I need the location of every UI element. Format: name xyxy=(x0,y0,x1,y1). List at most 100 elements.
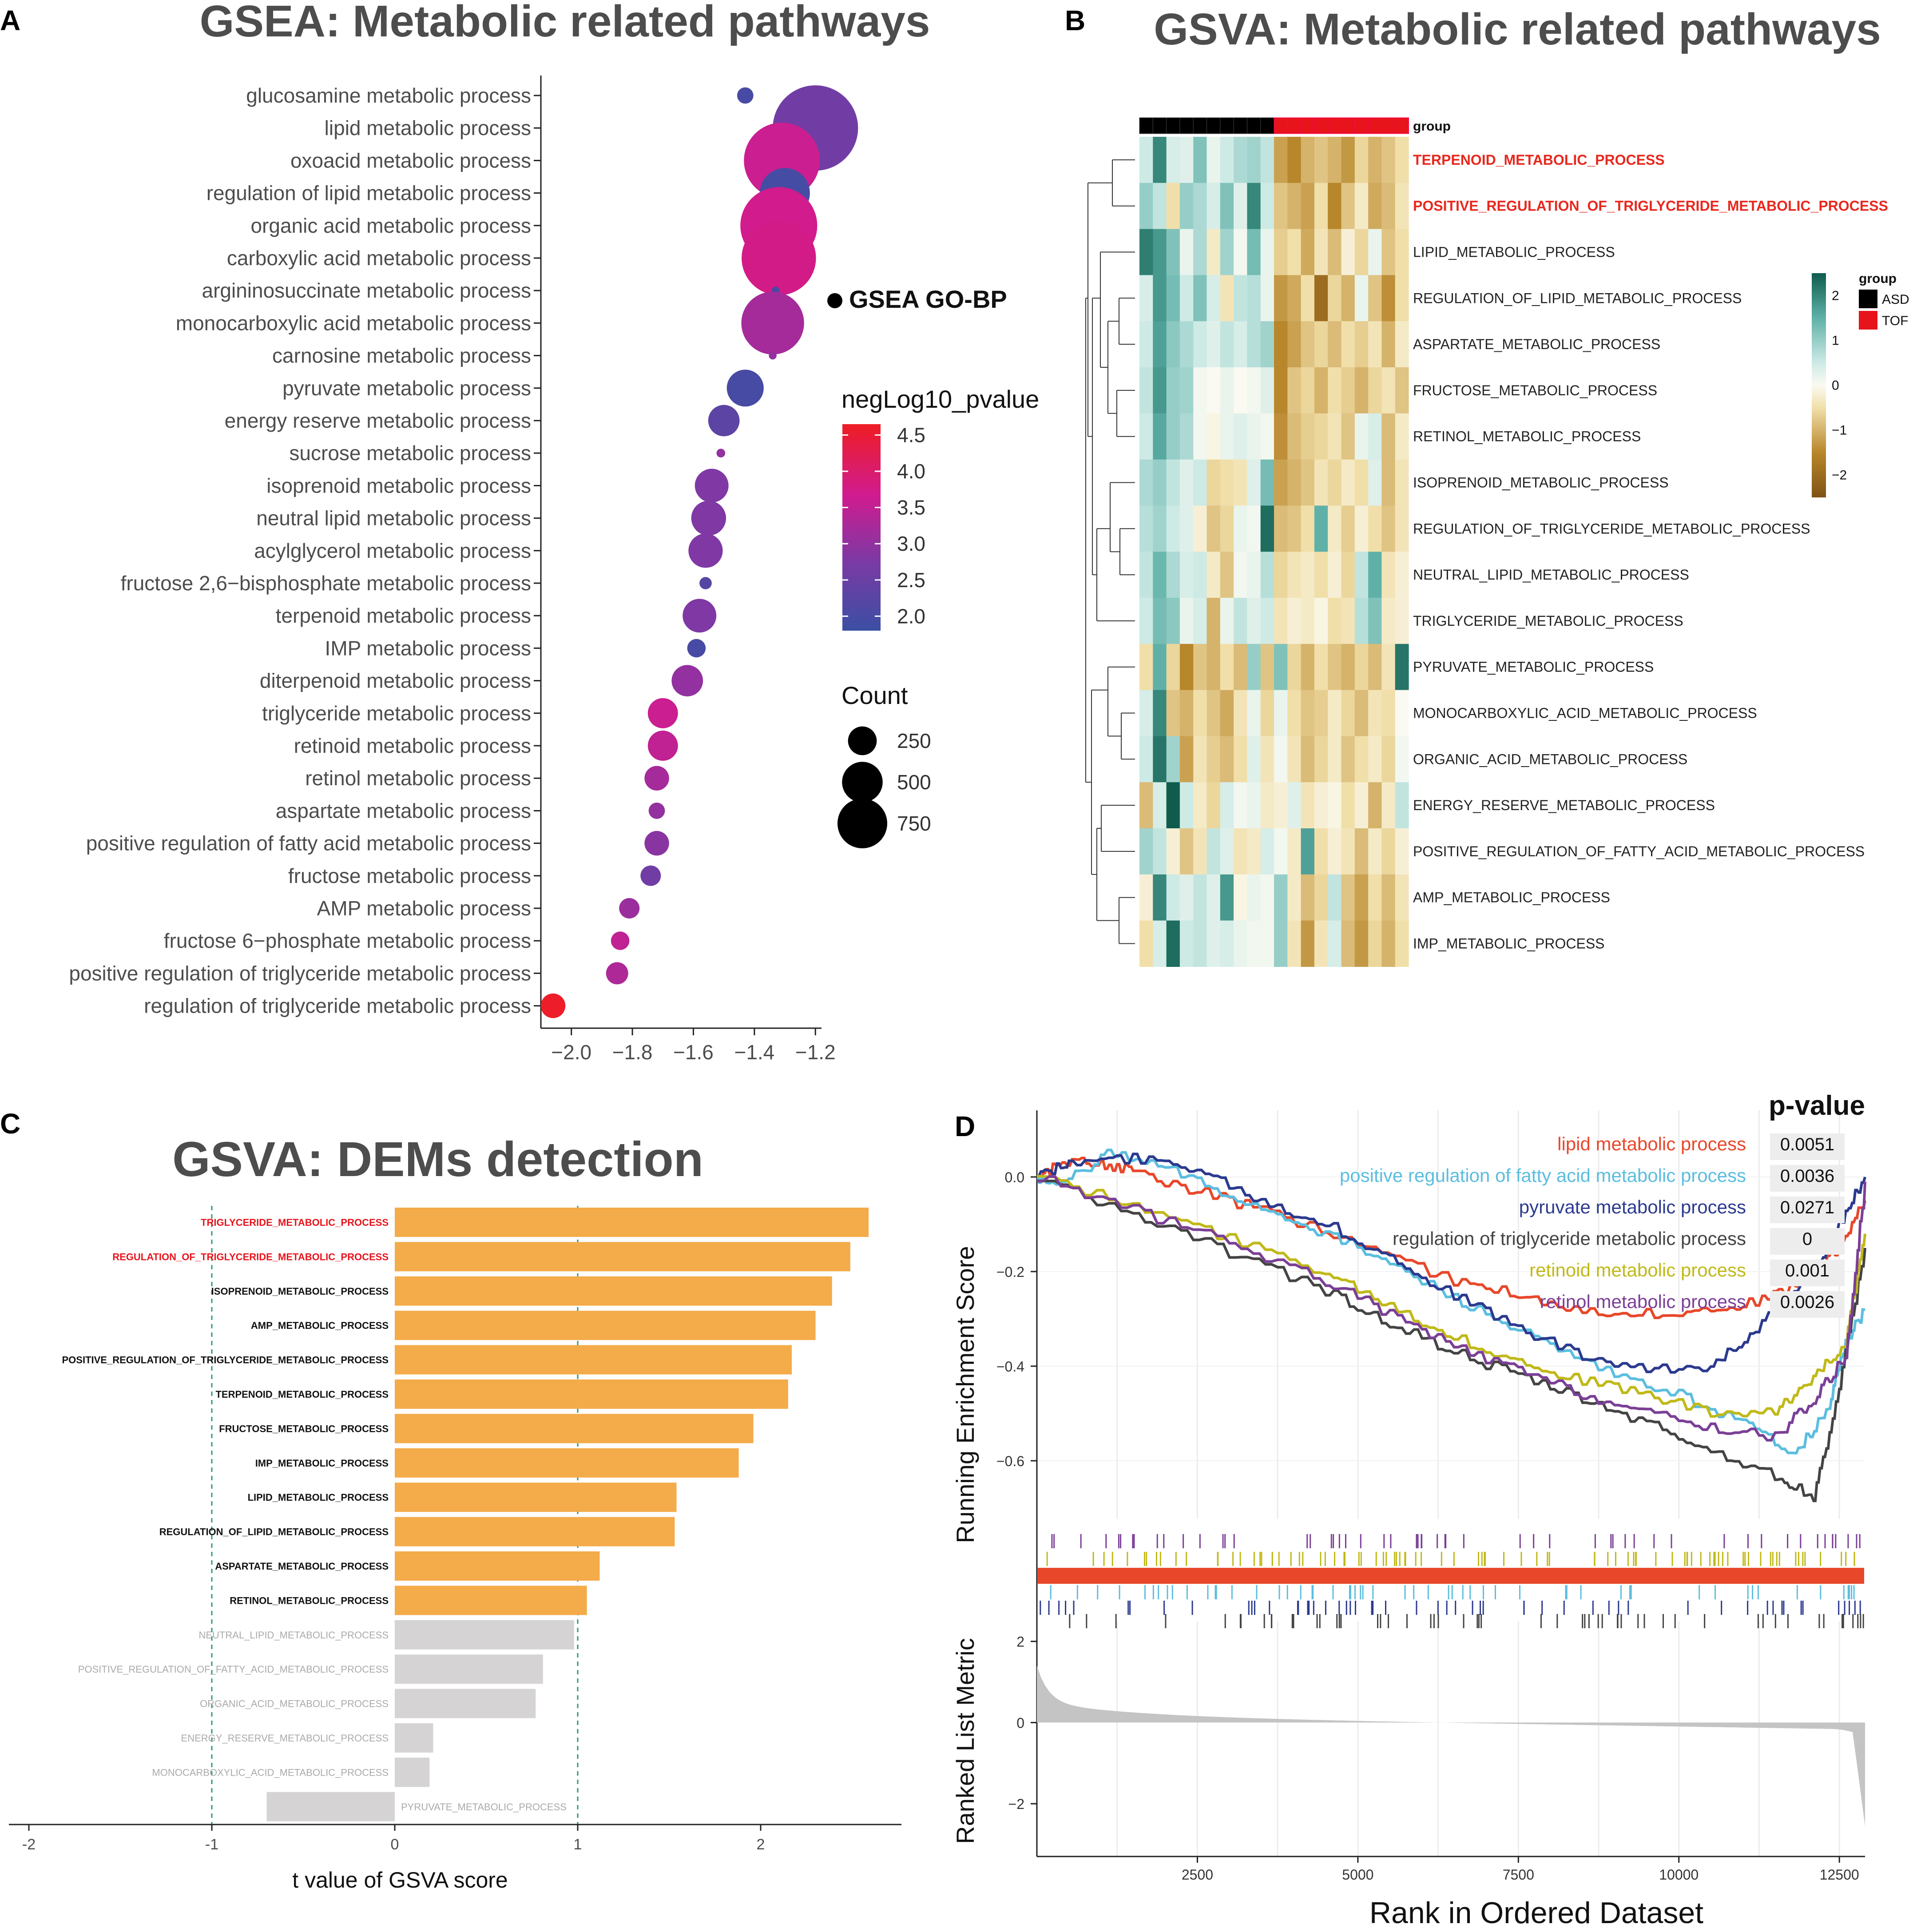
heatmap-cell xyxy=(1354,137,1369,183)
bar xyxy=(395,1311,816,1340)
heatmap-cell xyxy=(1207,828,1221,875)
legend-gsea-label: GSEA GO-BP xyxy=(849,285,1007,313)
row-label: ENERGY_RESERVE_METABOLIC_PROCESS xyxy=(1413,797,1715,813)
heatmap-cell xyxy=(1368,183,1382,230)
heatmap-cell xyxy=(1368,644,1382,691)
y-tick-label: −2 xyxy=(1008,1796,1024,1812)
heatmap-cell xyxy=(1354,183,1369,230)
heatmap-cell xyxy=(1179,598,1194,644)
pathway-label: carnosine metabolic process xyxy=(272,344,531,367)
pathway-label: aspartate metabolic process xyxy=(276,799,531,822)
heatmap-cell xyxy=(1274,736,1288,783)
size-legend-label: 500 xyxy=(897,771,931,794)
x-tick-label: 2 xyxy=(757,1836,765,1853)
heatmap-cell xyxy=(1193,644,1207,691)
x-tick-label: 2500 xyxy=(1182,1867,1213,1883)
heatmap-cell xyxy=(1179,736,1194,783)
pathway-label: monocarboxylic acid metabolic process xyxy=(176,311,531,334)
heatmap-cell xyxy=(1260,736,1274,783)
heatmap-cell xyxy=(1395,321,1409,368)
heatmap-cell xyxy=(1166,552,1180,598)
heatmap-cell xyxy=(1220,413,1234,460)
heatmap-cell xyxy=(1139,644,1153,691)
heatmap-cell xyxy=(1314,367,1328,414)
heatmap-cell xyxy=(1234,275,1247,322)
heatmap-cell xyxy=(1179,505,1194,552)
group-annotation-cell xyxy=(1179,117,1194,134)
heatmap-cell xyxy=(1368,552,1382,598)
heatmap-cell xyxy=(1220,736,1234,783)
pathway-label: retinoid metabolic process xyxy=(294,734,531,757)
pathway-label: positive regulation of triglyceride meta… xyxy=(69,962,531,985)
heatmap-cell xyxy=(1220,828,1234,875)
heatmap-cell xyxy=(1139,137,1153,183)
heatmap-cell xyxy=(1381,598,1396,644)
heatmap-cell xyxy=(1234,552,1247,598)
heatmap-cell xyxy=(1234,736,1247,783)
heatmap-cell xyxy=(1301,874,1315,921)
heatmap-cell xyxy=(1368,321,1382,368)
heatmap-cell xyxy=(1220,137,1234,183)
group-annotation-cell xyxy=(1274,117,1288,134)
heatmap-cell xyxy=(1381,736,1396,783)
group-legend-label: TOF xyxy=(1882,314,1908,328)
heatmap-cell xyxy=(1153,782,1167,829)
heatmap-cell xyxy=(1395,874,1409,921)
heatmap-cell xyxy=(1341,598,1355,644)
pathway-label: sucrose metabolic process xyxy=(289,441,531,465)
pathway-label: lipid metabolic process xyxy=(325,116,531,139)
heatmap-cell xyxy=(1287,644,1302,691)
heatmap-cell xyxy=(1314,321,1328,368)
x-tick-label: −1.2 xyxy=(795,1041,836,1064)
heatmap-cell xyxy=(1301,229,1315,275)
heatmap-cell xyxy=(1287,321,1302,368)
heatmap-cell xyxy=(1207,736,1221,783)
heatmap-cell xyxy=(1368,920,1382,967)
heatmap-cell xyxy=(1395,137,1409,183)
pvalue-cell xyxy=(1770,1260,1845,1286)
heatmap-cell xyxy=(1179,644,1194,691)
data-point xyxy=(695,469,729,503)
heatmap-cell xyxy=(1328,137,1342,183)
heatmap-cell xyxy=(1395,367,1409,414)
heatmap-cell xyxy=(1166,367,1180,414)
heatmap-cell xyxy=(1328,598,1342,644)
panel-c-title: GSVA: DEMs detection xyxy=(172,1132,703,1187)
heatmap-cell xyxy=(1381,367,1396,414)
data-point xyxy=(648,803,665,819)
heatmap-cell xyxy=(1139,782,1153,829)
heatmap-cell xyxy=(1234,920,1247,967)
heatmap-cell xyxy=(1166,874,1180,921)
group-annotation-cell xyxy=(1233,117,1248,134)
heatmap-cell xyxy=(1314,644,1328,691)
panel-b-title: GSVA: Metabolic related pathways xyxy=(1154,4,1881,54)
heatmap-cell xyxy=(1166,321,1180,368)
heatmap-cell xyxy=(1193,874,1207,921)
heatmap-cell xyxy=(1260,690,1274,736)
heatmap-cell xyxy=(1139,459,1153,506)
heatmap-cell xyxy=(1328,644,1342,691)
series-name: regulation of triglyceride metabolic pro… xyxy=(1393,1228,1746,1249)
y-tick-label: −0.4 xyxy=(996,1359,1024,1375)
panel-b-heatmap: group TERPENOID_METABOLIC_PROCESS POSITIVE… xyxy=(1085,117,1909,967)
heatmap-cell xyxy=(1260,552,1274,598)
heatmap-cell xyxy=(1207,183,1221,230)
heatmap-cell xyxy=(1166,782,1180,829)
group-annotation-cell xyxy=(1166,117,1180,134)
y-axis-title-bottom: Ranked List Metric xyxy=(951,1638,979,1844)
color-legend-tick-label: 3.0 xyxy=(897,532,925,555)
heatmap-cell xyxy=(1207,598,1221,644)
size-legend-dot xyxy=(842,762,883,803)
heatmap-cell xyxy=(1381,505,1396,552)
bar-label: REGULATION_OF_TRIGLYCERIDE_METABOLIC_PRO… xyxy=(112,1251,389,1262)
heatmap-cell xyxy=(1220,598,1234,644)
heatmap-cell xyxy=(1247,920,1261,967)
pathway-label: regulation of lipid metabolic process xyxy=(206,182,531,205)
data-point xyxy=(683,599,717,633)
heatmap-cell xyxy=(1287,736,1302,783)
heatmap-cell xyxy=(1381,828,1396,875)
bar xyxy=(266,1792,395,1821)
heatmap-cell xyxy=(1395,229,1409,275)
pvalue-value: 0.001 xyxy=(1785,1261,1830,1280)
